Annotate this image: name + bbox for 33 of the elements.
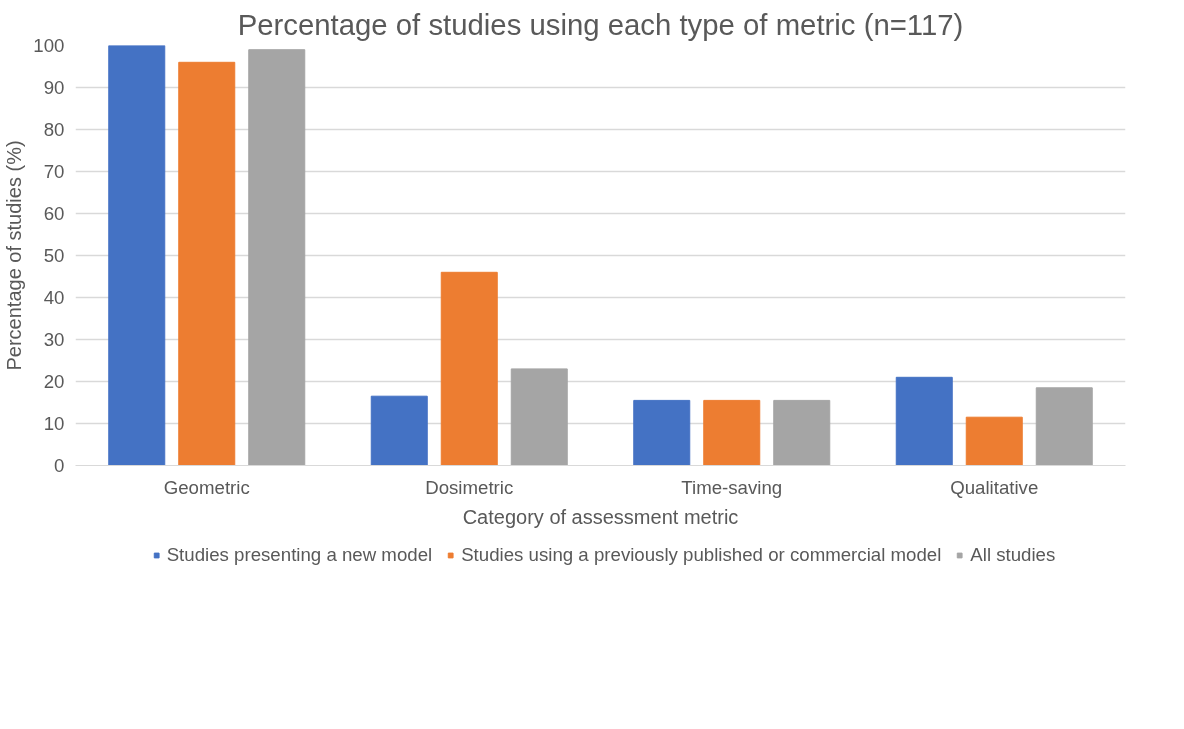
bar bbox=[108, 45, 166, 466]
bar bbox=[1035, 387, 1093, 466]
y-axis-title: Percentage of studies (%) bbox=[3, 140, 26, 371]
y-tick-label: 50 bbox=[43, 245, 65, 266]
legend-label: Studies using a previously published or commercial model bbox=[461, 544, 942, 566]
bar bbox=[440, 271, 498, 466]
legend-label: All studies bbox=[970, 544, 1056, 566]
x-axis-title: Category of assessment metric bbox=[462, 505, 739, 528]
y-tick-label: 100 bbox=[33, 35, 65, 56]
y-tick-label: 80 bbox=[43, 119, 65, 140]
chart-title: Percentage of studies using each type of metric (n=117) bbox=[237, 7, 964, 41]
bar bbox=[773, 399, 831, 466]
y-tick-label: 90 bbox=[43, 77, 65, 98]
x-tick-label: Time-saving bbox=[681, 476, 783, 498]
x-tick-label: Geometric bbox=[163, 476, 250, 498]
bar bbox=[895, 376, 953, 466]
bar bbox=[703, 399, 761, 466]
y-tick-label: 10 bbox=[43, 413, 65, 434]
bar bbox=[510, 368, 568, 466]
y-tick-label: 60 bbox=[43, 203, 65, 224]
y-tick-label: 40 bbox=[43, 287, 65, 308]
y-tick-label: 30 bbox=[43, 329, 65, 350]
bar bbox=[965, 416, 1023, 466]
x-tick-label: Qualitative bbox=[950, 476, 1039, 498]
y-tick-label: 70 bbox=[43, 161, 65, 182]
legend-label: Studies presenting a new model bbox=[166, 544, 433, 566]
y-tick-label: 0 bbox=[54, 455, 65, 476]
y-tick-label: 20 bbox=[43, 371, 65, 392]
bar bbox=[178, 61, 236, 466]
bar bbox=[633, 399, 691, 466]
bar bbox=[248, 49, 306, 466]
x-tick-label: Dosimetric bbox=[425, 476, 514, 498]
bar bbox=[370, 395, 428, 466]
